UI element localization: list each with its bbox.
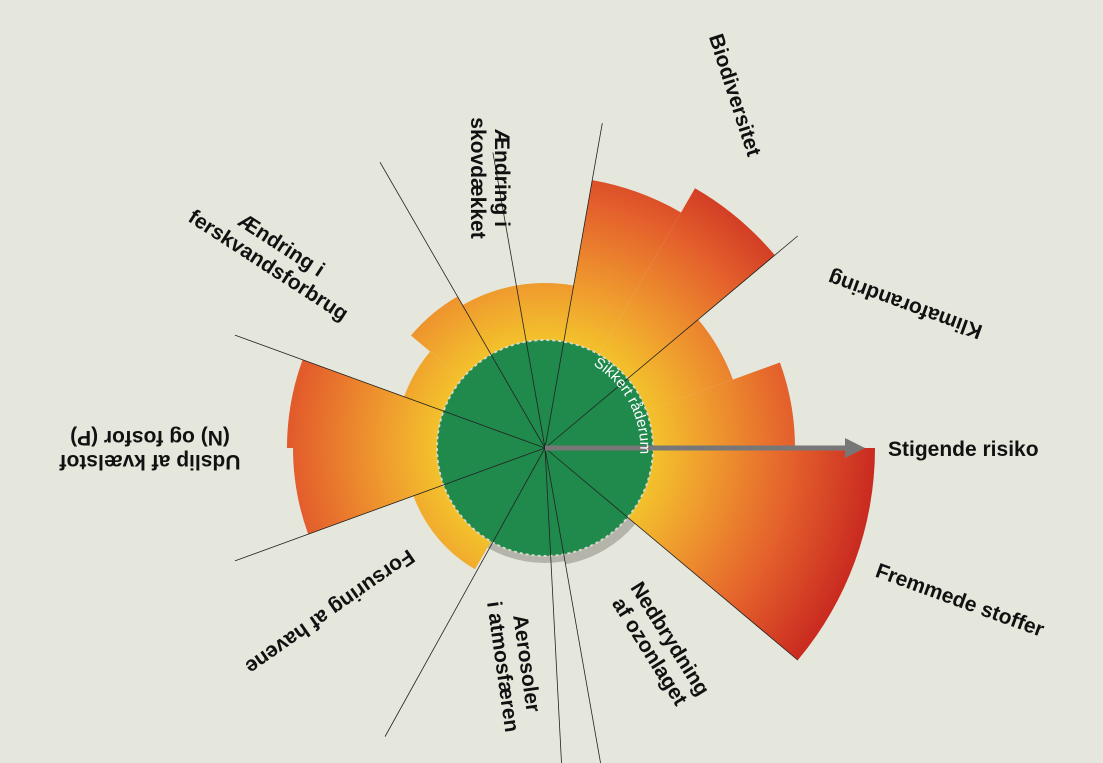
- sector-line: [379, 162, 546, 449]
- sector-line: [234, 334, 546, 449]
- sector-line: [544, 447, 799, 661]
- arrow-label: Stigende risiko: [888, 438, 1039, 461]
- boundary-label: Forsuring af havene: [241, 545, 419, 679]
- boundary-label-line: Biodiversitet: [704, 31, 765, 159]
- wedges: [287, 180, 875, 661]
- sector-line: [544, 447, 562, 763]
- boundary-label-line: (N) og fosfor (P): [70, 426, 230, 449]
- sector-line: [544, 235, 799, 449]
- sector-line: [384, 447, 546, 737]
- boundary-label: Klimaforandring: [825, 266, 985, 343]
- boundary-label-line: Forsuring af havene: [241, 545, 419, 679]
- boundary-label: Fremmede stoffer: [873, 559, 1048, 641]
- boundary-label-line: Fremmede stoffer: [873, 559, 1048, 641]
- sector-line: [544, 122, 603, 449]
- sector-line: [234, 447, 546, 562]
- boundary-label: Biodiversitet: [704, 31, 765, 159]
- boundary-label: Udslip af kvælstof(N) og fosfor (P): [59, 426, 241, 473]
- risk-arrow-head: [845, 438, 865, 458]
- sector-line: [492, 152, 546, 449]
- sector-line: [544, 447, 601, 763]
- boundary-label-line: Udslip af kvælstof: [59, 450, 241, 473]
- boundary-label-line: Klimaforandring: [825, 266, 985, 343]
- boundary-label-line: Ændring i: [490, 129, 513, 227]
- sector-lines: [234, 122, 799, 763]
- boundary-label-line: skovdækket: [466, 117, 489, 238]
